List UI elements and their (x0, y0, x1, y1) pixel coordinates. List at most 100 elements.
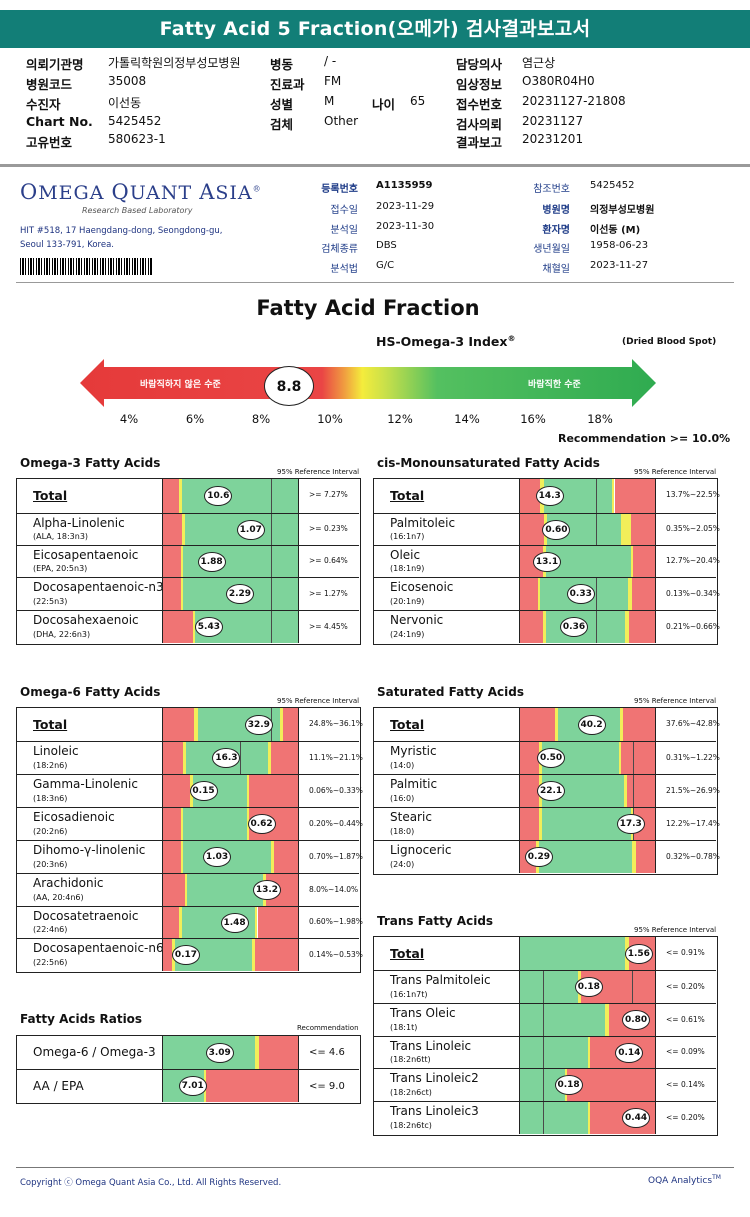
reference-range: <= 0.91% (666, 947, 705, 957)
fatty-acid-name: Total (33, 488, 68, 503)
reference-range: 0.35%~2.05% (666, 524, 720, 533)
result-value-marker: 13.1 (533, 551, 561, 572)
bar-zone (163, 546, 181, 577)
omega6-row: Total 32.9 24.8%~36.1% (17, 708, 363, 741)
info-value: M (324, 94, 335, 108)
info-value: 5425452 (108, 114, 162, 128)
registration-value: 2023-11-30 (376, 221, 435, 232)
result-value-marker: 14.3 (535, 486, 564, 506)
bar-zone (181, 514, 185, 545)
fatty-acid-code: (ALA, 18:3n3) (33, 532, 89, 541)
omega6-row: Docosapentaenoic-n6 (22:5n6) 0.17 0.14%~0.5… (17, 938, 363, 971)
bar-zone (183, 808, 247, 840)
divider (0, 164, 750, 167)
mufa-row: Palmitoleic (16:1n7) 0.60 0.35%~2.05% (374, 513, 720, 545)
bar-zone (520, 742, 539, 774)
omega3-interval-header: 95% Reference Interval (277, 468, 360, 476)
result-value-marker: 2.29 (225, 584, 254, 604)
fatty-acid-code: (18:2n6) (33, 761, 68, 770)
bar-zone (520, 808, 539, 840)
reference-range: 0.32%~0.78% (666, 851, 720, 861)
omega6-row: Eicosadienoic (20:2n6) 0.62 0.20%~0.44% (17, 807, 363, 840)
bar-zone (273, 841, 298, 873)
reference-range: <= 0.14% (666, 1079, 705, 1089)
result-value-marker: 1.03 (203, 847, 231, 867)
result-bar: 0.15 (162, 775, 299, 807)
result-value-marker: 0.33 (566, 584, 595, 604)
trans-row: Trans Linoleic2 (18:2n6ct) 0.18 <= 0.14% (374, 1068, 716, 1101)
result-bar: 2.29 (162, 578, 299, 610)
result-bar: 0.14 (519, 1037, 656, 1068)
omega3-row: Docosapentaenoic-n3 (22:5n3) 2.29 >= 1.27% (17, 577, 359, 610)
result-bar: 40.2 (519, 708, 656, 741)
registration-label: 검체종류 (321, 244, 358, 255)
info-value: 65 (410, 94, 426, 108)
result-bar: 1.03 (162, 841, 299, 873)
info-label: 고유번호 (26, 135, 73, 150)
result-bar: 32.9 (162, 708, 299, 741)
sfa-row: Stearic (18:0) 17.3 12.2%~17.4% (374, 807, 720, 840)
mufa-row: Oleic (18:1n9) 13.1 12.7%~20.4% (374, 545, 720, 577)
bar-zone (632, 578, 655, 610)
registration-value: 이선동 (M) (590, 225, 641, 236)
fatty-acid-code: (20:2n6) (33, 827, 68, 836)
fatty-acid-name: Palmitic (390, 777, 438, 791)
bar-zone (187, 874, 263, 906)
reference-range: 8.0%~14.0% (309, 884, 359, 894)
bar-zone (636, 841, 655, 873)
info-label: 병동 (270, 57, 294, 72)
reference-range: <= 0.09% (666, 1047, 705, 1056)
bar-zone (520, 514, 545, 545)
bar-zone (630, 546, 634, 577)
bar-zone (257, 907, 298, 938)
registration-label: 참조번호 (533, 184, 570, 195)
index-tick-label: 16% (520, 412, 546, 426)
sfa-row: Palmitic (16:0) 22.1 21.5%~26.9% (374, 774, 720, 807)
bar-zone (163, 841, 181, 873)
omega3-table: Total 10.6 >= 7.27% Alpha-Linolenic (ALA, 18… (16, 478, 361, 645)
fatty-acid-name: Docosahexaenoic (33, 613, 139, 627)
reference-range: 0.14%~0.53% (309, 949, 363, 959)
reference-line (595, 479, 597, 513)
reference-line (595, 611, 597, 643)
bar-zone (520, 479, 541, 513)
bar-zone (163, 514, 182, 545)
fatty-acid-code: (DHA, 22:6n3) (33, 630, 91, 639)
bar-zone (206, 1070, 298, 1102)
result-bar: 1.48 (162, 907, 299, 938)
result-value-marker: 0.18 (554, 1075, 583, 1095)
result-value-marker: 32.9 (244, 714, 273, 735)
omega6-row: Docosatetraenoic (22:4n6) 1.48 0.60%~1.98% (17, 906, 363, 938)
reference-range: 0.70%~1.87% (309, 851, 363, 861)
bar-zone (249, 775, 298, 807)
bar-zone (520, 775, 539, 807)
index-title: HS-Omega-3 Index® (376, 334, 516, 350)
bar-zone (520, 708, 556, 741)
bar-zone (605, 1004, 610, 1036)
registration-value: 의정부성모병원 (590, 205, 655, 216)
mufa-row: Nervonic (24:1n9) 0.36 0.21%~0.66% (374, 610, 720, 643)
bar-zone (611, 479, 615, 513)
index-tick-label: 6% (185, 412, 205, 426)
reference-line (239, 742, 241, 774)
fatty-acid-name: Total (33, 717, 68, 732)
result-value-marker: 7.01 (178, 1076, 207, 1096)
fatty-acid-name: Stearic (390, 810, 432, 824)
reference-line (271, 479, 272, 513)
fatty-acid-code: (24:0) (390, 860, 415, 869)
info-label: 의뢰기관명 (26, 57, 84, 72)
index-value-marker: 8.8 (264, 366, 314, 406)
bar-zone (246, 775, 250, 807)
bar-zone (183, 742, 186, 774)
lab-address: HIT #518, 17 Haengdang-dong, Seongdong-g… (20, 226, 223, 250)
result-bar: 1.07 (162, 514, 299, 545)
fatty-acid-code: (18:3n6) (33, 794, 68, 803)
mufa-row: Eicosenoic (20:1n9) 0.33 0.13%~0.34% (374, 577, 720, 610)
result-bar: 3.09 (162, 1036, 299, 1069)
lab-subtitle: Research Based Laboratory (82, 206, 193, 215)
reference-line (271, 611, 272, 643)
fatty-acid-code: (22:5n6) (33, 958, 68, 967)
fatty-acid-code: (18:2n6ct) (390, 1088, 432, 1097)
reference-line (271, 578, 272, 610)
trans-row: Trans Palmitoleic (16:1n7t) 0.18 <= 0.20% (374, 970, 716, 1003)
